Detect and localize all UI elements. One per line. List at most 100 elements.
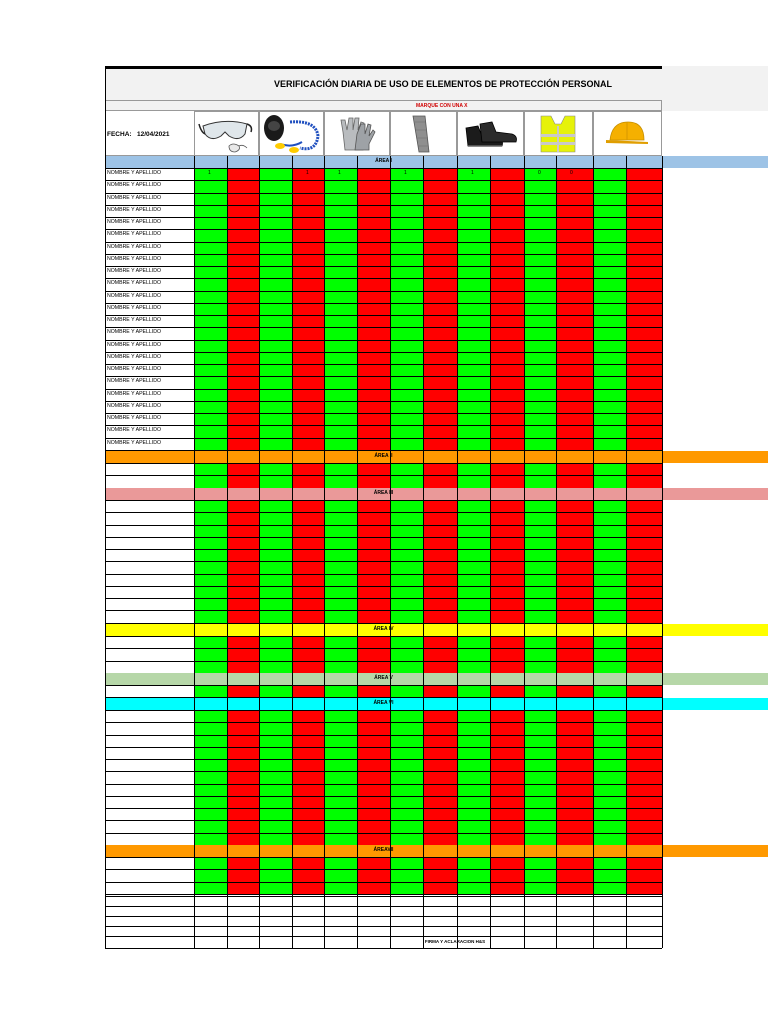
ppe-yes-checkbox[interactable] <box>324 266 357 279</box>
ppe-yes-checkbox[interactable] <box>194 561 227 574</box>
ppe-no-checkbox[interactable] <box>227 610 259 623</box>
ppe-yes-checkbox[interactable] <box>324 241 357 254</box>
ppe-yes-checkbox[interactable] <box>457 524 490 537</box>
ppe-yes-checkbox[interactable] <box>194 413 227 426</box>
ppe-yes-checkbox[interactable]: 1 <box>390 168 423 181</box>
ppe-no-checkbox[interactable] <box>357 660 390 673</box>
ppe-no-checkbox[interactable] <box>490 413 524 426</box>
blank-cell[interactable] <box>292 926 324 936</box>
ppe-yes-checkbox[interactable] <box>457 475 490 488</box>
ppe-no-checkbox[interactable] <box>490 168 524 181</box>
ppe-yes-checkbox[interactable] <box>593 881 626 894</box>
ppe-yes-checkbox[interactable] <box>457 808 490 821</box>
ppe-no-checkbox[interactable] <box>490 266 524 279</box>
ppe-no-checkbox[interactable] <box>227 168 259 181</box>
ppe-no-checkbox[interactable] <box>423 278 457 291</box>
ppe-yes-checkbox[interactable] <box>593 339 626 352</box>
blank-cell[interactable] <box>524 916 556 926</box>
ppe-no-checkbox[interactable] <box>357 425 390 438</box>
blank-cell[interactable] <box>593 916 626 926</box>
ppe-yes-checkbox[interactable] <box>457 610 490 623</box>
ppe-no-checkbox[interactable] <box>626 500 662 513</box>
ppe-no-checkbox[interactable] <box>490 536 524 549</box>
blank-cell[interactable] <box>357 916 390 926</box>
ppe-no-checkbox[interactable] <box>626 351 662 364</box>
ppe-yes-checkbox[interactable] <box>524 660 556 673</box>
blank-name-cell[interactable] <box>105 906 194 916</box>
ppe-no-checkbox[interactable] <box>292 561 324 574</box>
ppe-yes-checkbox[interactable] <box>524 339 556 352</box>
ppe-yes-checkbox[interactable] <box>324 253 357 266</box>
ppe-no-checkbox[interactable] <box>292 857 324 870</box>
employee-name-cell[interactable] <box>105 820 194 833</box>
ppe-no-checkbox[interactable] <box>556 857 593 870</box>
ppe-no-checkbox[interactable] <box>626 315 662 328</box>
ppe-no-checkbox[interactable] <box>227 327 259 340</box>
ppe-yes-checkbox[interactable] <box>390 771 423 784</box>
blank-cell[interactable] <box>457 906 490 916</box>
ppe-no-checkbox[interactable] <box>556 229 593 242</box>
employee-name-cell[interactable] <box>105 512 194 525</box>
ppe-no-checkbox[interactable] <box>423 400 457 413</box>
ppe-no-checkbox[interactable] <box>227 598 259 611</box>
employee-name-cell[interactable]: NOMBRE Y APELLIDO <box>105 400 194 413</box>
ppe-yes-checkbox[interactable]: 1 <box>324 168 357 181</box>
ppe-yes-checkbox[interactable] <box>259 759 292 772</box>
ppe-no-checkbox[interactable] <box>490 549 524 562</box>
ppe-no-checkbox[interactable] <box>357 783 390 796</box>
ppe-yes-checkbox[interactable] <box>259 388 292 401</box>
ppe-no-checkbox[interactable] <box>423 573 457 586</box>
ppe-no-checkbox[interactable] <box>556 685 593 698</box>
ppe-yes-checkbox[interactable] <box>390 636 423 649</box>
ppe-no-checkbox[interactable] <box>227 685 259 698</box>
ppe-yes-checkbox[interactable] <box>593 524 626 537</box>
ppe-no-checkbox[interactable] <box>423 475 457 488</box>
ppe-yes-checkbox[interactable] <box>390 315 423 328</box>
ppe-no-checkbox[interactable] <box>292 820 324 833</box>
ppe-yes-checkbox[interactable] <box>593 808 626 821</box>
ppe-yes-checkbox[interactable] <box>390 746 423 759</box>
ppe-yes-checkbox[interactable] <box>593 180 626 193</box>
ppe-yes-checkbox[interactable] <box>593 400 626 413</box>
ppe-yes-checkbox[interactable] <box>390 327 423 340</box>
blank-cell[interactable] <box>626 936 662 946</box>
ppe-yes-checkbox[interactable] <box>457 327 490 340</box>
ppe-no-checkbox[interactable] <box>292 278 324 291</box>
ppe-yes-checkbox[interactable] <box>593 512 626 525</box>
employee-name-cell[interactable]: NOMBRE Y APELLIDO <box>105 302 194 315</box>
ppe-no-checkbox[interactable] <box>423 585 457 598</box>
ppe-no-checkbox[interactable] <box>626 463 662 476</box>
ppe-no-checkbox[interactable] <box>227 413 259 426</box>
ppe-no-checkbox[interactable] <box>556 437 593 450</box>
ppe-yes-checkbox[interactable] <box>259 585 292 598</box>
ppe-no-checkbox[interactable] <box>626 598 662 611</box>
ppe-no-checkbox[interactable] <box>490 351 524 364</box>
ppe-no-checkbox[interactable] <box>292 376 324 389</box>
ppe-yes-checkbox[interactable] <box>524 302 556 315</box>
ppe-no-checkbox[interactable] <box>357 685 390 698</box>
ppe-yes-checkbox[interactable] <box>259 339 292 352</box>
ppe-no-checkbox[interactable] <box>292 290 324 303</box>
ppe-no-checkbox[interactable] <box>227 722 259 735</box>
ppe-no-checkbox[interactable] <box>227 364 259 377</box>
ppe-yes-checkbox[interactable] <box>259 302 292 315</box>
employee-name-cell[interactable]: NOMBRE Y APELLIDO <box>105 388 194 401</box>
ppe-yes-checkbox[interactable] <box>324 217 357 230</box>
ppe-no-checkbox[interactable] <box>227 585 259 598</box>
employee-name-cell[interactable] <box>105 783 194 796</box>
ppe-no-checkbox[interactable] <box>357 180 390 193</box>
ppe-no-checkbox[interactable] <box>292 400 324 413</box>
ppe-yes-checkbox[interactable] <box>194 636 227 649</box>
ppe-no-checkbox[interactable] <box>556 376 593 389</box>
ppe-no-checkbox[interactable] <box>357 315 390 328</box>
ppe-no-checkbox[interactable] <box>556 869 593 882</box>
ppe-no-checkbox[interactable] <box>490 881 524 894</box>
blank-cell[interactable] <box>626 896 662 906</box>
ppe-yes-checkbox[interactable] <box>457 573 490 586</box>
ppe-yes-checkbox[interactable] <box>524 881 556 894</box>
ppe-no-checkbox[interactable]: 0 <box>556 168 593 181</box>
ppe-yes-checkbox[interactable] <box>524 400 556 413</box>
ppe-no-checkbox[interactable] <box>556 585 593 598</box>
ppe-yes-checkbox[interactable] <box>194 204 227 217</box>
ppe-no-checkbox[interactable] <box>423 437 457 450</box>
